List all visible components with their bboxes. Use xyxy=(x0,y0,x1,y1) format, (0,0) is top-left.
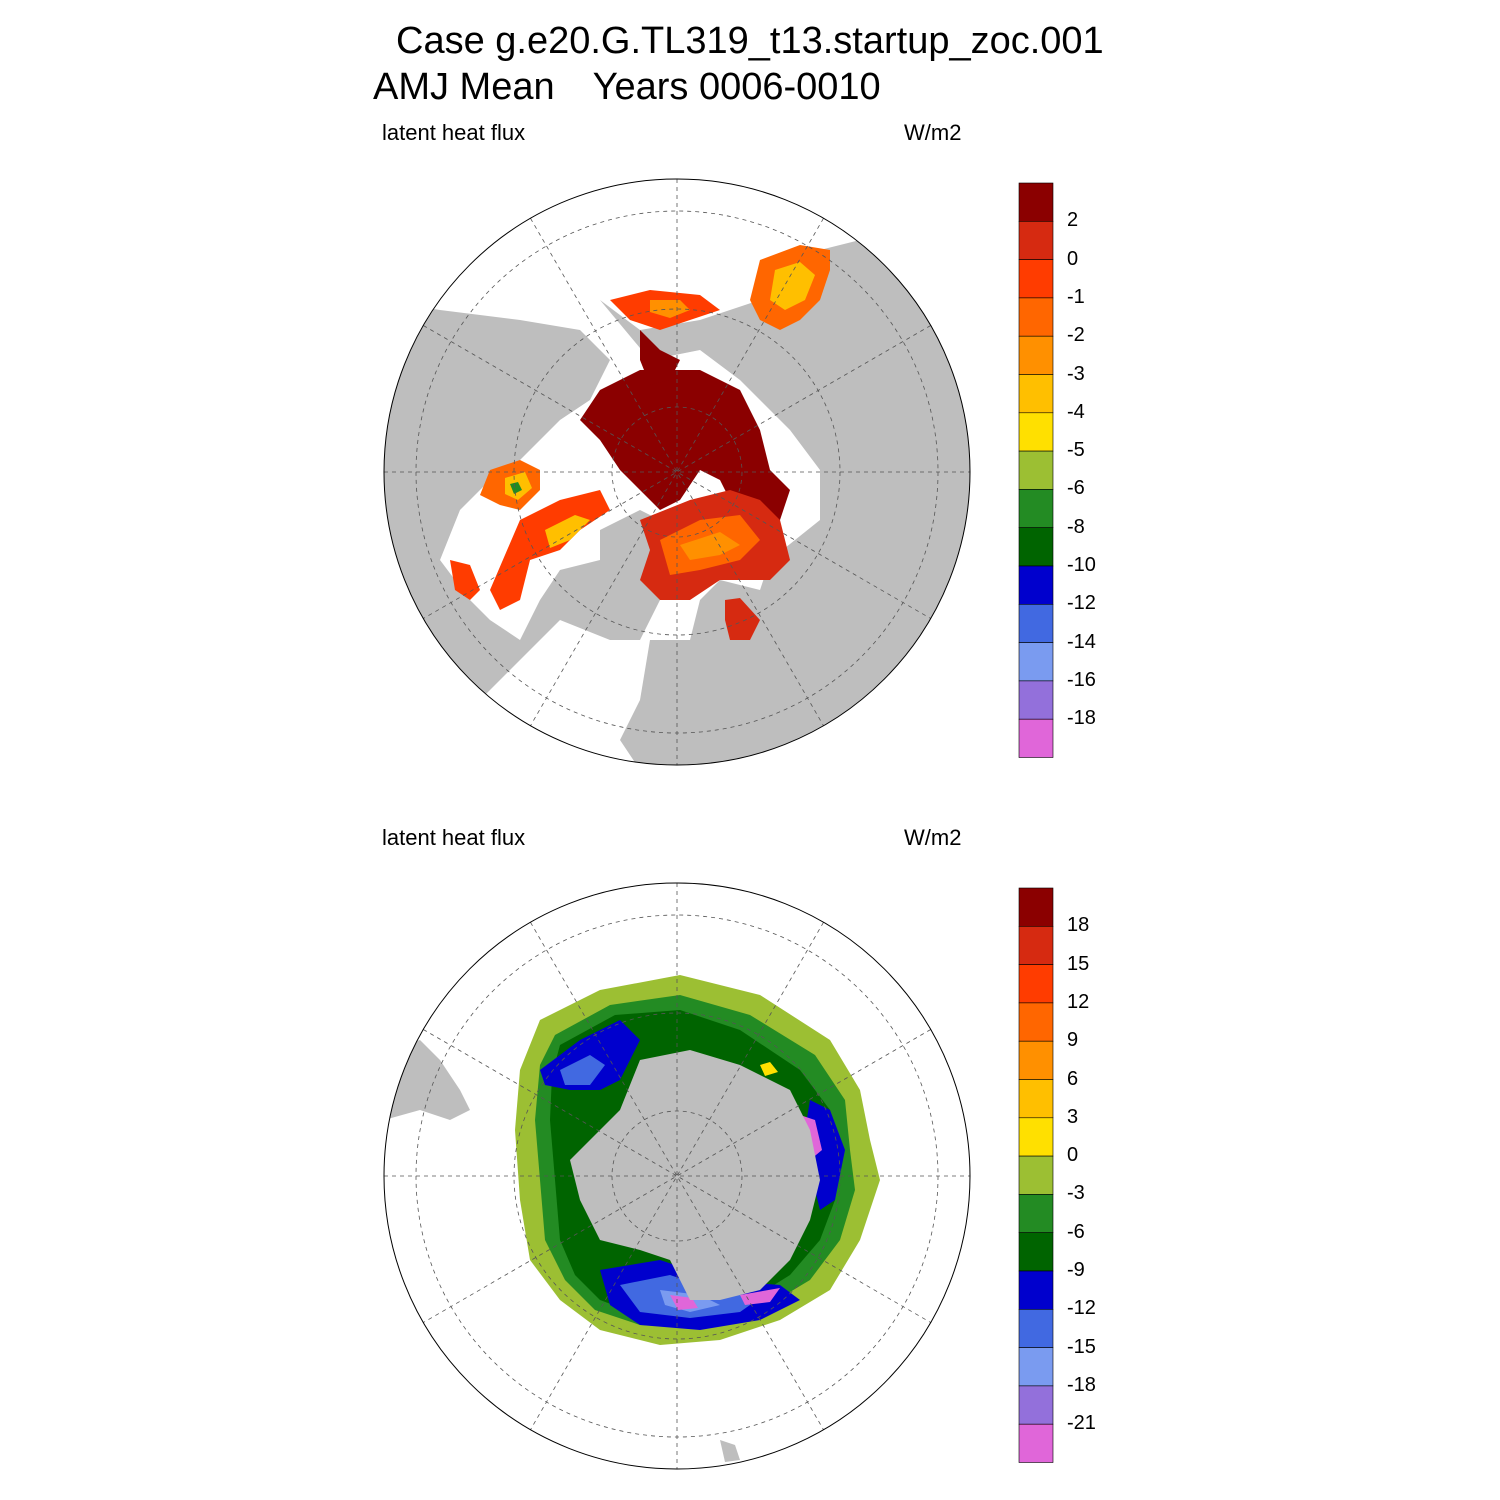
south-colorbar-box xyxy=(1018,964,1054,1004)
north-colorbar-label: -2 xyxy=(1067,324,1085,347)
south-colorbar-box xyxy=(1018,1002,1054,1042)
north-colorbar-label: 0 xyxy=(1067,247,1079,270)
south-colorbar-box xyxy=(1018,1155,1054,1195)
south-colorbar-box xyxy=(1018,1194,1054,1234)
south-colorbar-box xyxy=(1018,1040,1054,1080)
south-colorbar-label: -9 xyxy=(1067,1259,1085,1281)
north-units-label: W/m2 xyxy=(904,120,962,145)
south-colorbar-label: 6 xyxy=(1067,1067,1079,1090)
north-colorbar-box xyxy=(1018,718,1054,758)
south-variable-label: latent heat flux xyxy=(382,825,526,850)
north-colorbar-box xyxy=(1018,680,1054,720)
south-colorbar-label: -6 xyxy=(1067,1220,1085,1243)
south-colorbar-label: -12 xyxy=(1067,1297,1096,1320)
north-variable-label: latent heat flux xyxy=(382,120,526,145)
north-colorbar-label: -8 xyxy=(1067,515,1085,538)
north-colorbar-label: -4 xyxy=(1067,400,1085,423)
north-colorbar-box xyxy=(1018,259,1054,299)
north-colorbar-label: -10 xyxy=(1067,554,1096,576)
north-colorbar-box xyxy=(1018,297,1054,337)
south-colorbar-label: -15 xyxy=(1067,1335,1096,1358)
north-land xyxy=(384,240,970,765)
south-colorbar-label: 12 xyxy=(1067,990,1090,1013)
north-colorbar-box xyxy=(1018,489,1054,528)
south-colorbar-label: -3 xyxy=(1067,1182,1085,1205)
north-colorbar-box xyxy=(1018,374,1054,414)
south-colorbar-label: -21 xyxy=(1067,1412,1096,1435)
south-map-border xyxy=(383,882,971,1470)
north-colorbar-label: -5 xyxy=(1067,439,1085,462)
antarctica-land xyxy=(570,1050,820,1300)
plot-title-case: Case g.e20.G.TL319_t13.startup_zoc.001 xyxy=(396,20,1104,62)
north-colorbar-label: -1 xyxy=(1067,285,1085,308)
north-flux-field xyxy=(450,245,830,640)
south-colorbar-box xyxy=(1018,925,1054,965)
north-colorbar-box xyxy=(1018,642,1054,682)
north-colorbar-box xyxy=(1018,450,1054,490)
north-colorbar-box xyxy=(1018,335,1054,375)
north-map-border xyxy=(383,178,971,766)
north-colorbar-box xyxy=(1018,527,1054,567)
south-colorbar-box xyxy=(1018,1423,1054,1463)
south-units-label: W/m2 xyxy=(904,825,962,850)
north-colorbar-label: 2 xyxy=(1067,209,1079,232)
north-colorbar-label: -6 xyxy=(1067,477,1085,500)
south-colorbar-box xyxy=(1018,1309,1054,1348)
north-colorbar-box xyxy=(1018,221,1054,260)
south-colorbar xyxy=(1018,887,1054,1463)
north-colorbar-label: -14 xyxy=(1067,630,1096,653)
north-colorbar-box xyxy=(1018,565,1054,605)
north-colorbar-label: -16 xyxy=(1067,668,1096,691)
south-colorbar-label: 15 xyxy=(1067,952,1090,975)
north-colorbar-box xyxy=(1018,603,1054,643)
south-colorbar-label: 0 xyxy=(1067,1144,1079,1167)
years-label: Years 0006-0010 xyxy=(592,66,881,108)
north-graticule xyxy=(384,179,970,765)
north-colorbar xyxy=(1018,182,1054,758)
south-colorbar-box xyxy=(1018,1270,1054,1310)
season-label: AMJ Mean xyxy=(373,66,555,108)
north-colorbar-box xyxy=(1018,412,1054,452)
south-colorbar-box xyxy=(1018,887,1054,927)
south-colorbar-box xyxy=(1018,1385,1054,1425)
north-colorbar-box xyxy=(1018,182,1054,222)
north-polar-map xyxy=(383,178,971,766)
south-colorbar-label: 9 xyxy=(1067,1029,1079,1052)
south-colorbar-label: 3 xyxy=(1067,1105,1079,1128)
north-colorbar-label: -12 xyxy=(1067,592,1096,615)
south-colorbar-box xyxy=(1018,1347,1054,1387)
south-colorbar-box xyxy=(1018,1117,1054,1157)
south-colorbar-box xyxy=(1018,1079,1054,1119)
north-colorbar-label: -3 xyxy=(1067,362,1085,385)
south-graticule xyxy=(384,883,970,1469)
north-colorbar-label: -18 xyxy=(1067,707,1096,730)
australia-land-fragment xyxy=(720,1440,740,1462)
plot-title-period: AMJ Mean Years 0006-0010 xyxy=(373,66,881,109)
south-polar-map xyxy=(383,882,971,1470)
south-colorbar-box xyxy=(1018,1232,1054,1272)
south-colorbar-label: 18 xyxy=(1067,914,1090,937)
south-colorbar-label: -18 xyxy=(1067,1373,1096,1396)
